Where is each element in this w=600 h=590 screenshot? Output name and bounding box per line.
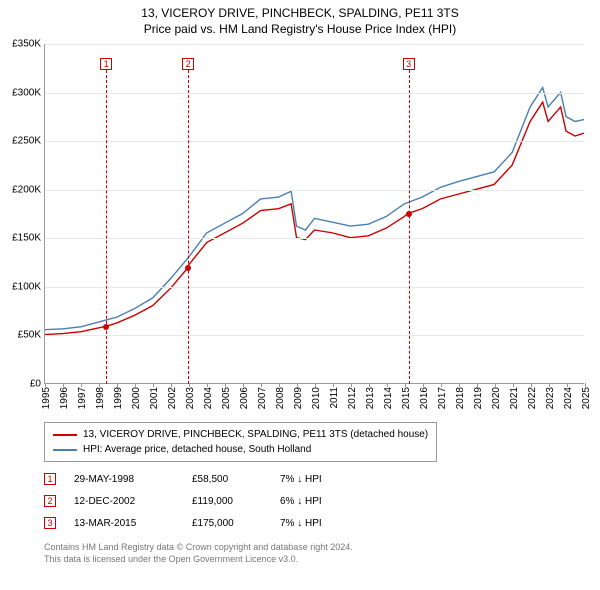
sales-row: 3 13-MAR-2015 £175,000 7% ↓ HPI [44, 512, 370, 534]
x-axis-label: 2000 [131, 387, 142, 409]
sales-row: 1 29-MAY-1998 £58,500 7% ↓ HPI [44, 468, 370, 490]
chart-plot-area: £0£50K£100K£150K£200K£250K£300K£350K1995… [44, 44, 584, 384]
marker-line [409, 70, 410, 384]
marker-dot [185, 265, 191, 271]
chart-title: 13, VICEROY DRIVE, PINCHBECK, SPALDING, … [0, 0, 600, 37]
legend-row-property: 13, VICEROY DRIVE, PINCHBECK, SPALDING, … [53, 427, 428, 442]
sales-diff: 6% ↓ HPI [280, 496, 370, 507]
sales-date: 12-DEC-2002 [74, 496, 174, 507]
marker-line [106, 70, 107, 384]
gridline-h [45, 44, 584, 45]
sales-num: 3 [44, 517, 56, 529]
chart-legend: 13, VICEROY DRIVE, PINCHBECK, SPALDING, … [44, 422, 437, 462]
sales-diff: 7% ↓ HPI [280, 474, 370, 485]
chart-lines-svg [45, 44, 584, 383]
sales-table: 1 29-MAY-1998 £58,500 7% ↓ HPI 2 12-DEC-2002 £… [44, 468, 370, 534]
x-axis-label: 2013 [365, 387, 376, 409]
sales-diff: 7% ↓ HPI [280, 518, 370, 529]
x-axis-label: 2007 [257, 387, 268, 409]
x-axis-label: 2014 [383, 387, 394, 409]
x-axis-label: 2020 [491, 387, 502, 409]
marker-box: 1 [100, 58, 112, 70]
x-axis-label: 2024 [563, 387, 574, 409]
legend-swatch-hpi [53, 449, 77, 451]
y-axis-label: £0 [30, 379, 41, 390]
x-axis-label: 2002 [167, 387, 178, 409]
x-axis-label: 2009 [293, 387, 304, 409]
gridline-h [45, 93, 584, 94]
x-axis-label: 2021 [509, 387, 520, 409]
title-subtitle: Price paid vs. HM Land Registry's House … [0, 22, 600, 38]
sales-row: 2 12-DEC-2002 £119,000 6% ↓ HPI [44, 490, 370, 512]
x-axis-label: 2005 [221, 387, 232, 409]
y-axis-label: £150K [12, 233, 41, 244]
sales-date: 13-MAR-2015 [74, 518, 174, 529]
x-axis-label: 2023 [545, 387, 556, 409]
x-axis-label: 2012 [347, 387, 358, 409]
legend-row-hpi: HPI: Average price, detached house, Sout… [53, 442, 428, 457]
sales-num: 2 [44, 495, 56, 507]
series-line-hpi [45, 88, 584, 330]
legend-swatch-property [53, 434, 77, 436]
legend-label-property: 13, VICEROY DRIVE, PINCHBECK, SPALDING, … [83, 427, 428, 442]
x-axis-label: 2008 [275, 387, 286, 409]
chart-footer: Contains HM Land Registry data © Crown c… [44, 542, 353, 565]
marker-dot [103, 324, 109, 330]
x-axis-label: 2006 [239, 387, 250, 409]
x-axis-label: 1996 [59, 387, 70, 409]
x-axis-label: 2015 [401, 387, 412, 409]
y-axis-label: £200K [12, 184, 41, 195]
marker-box: 3 [403, 58, 415, 70]
x-axis-label: 2022 [527, 387, 538, 409]
y-axis-label: £250K [12, 136, 41, 147]
marker-box: 2 [182, 58, 194, 70]
x-axis-label: 2019 [473, 387, 484, 409]
x-axis-label: 2001 [149, 387, 160, 409]
y-axis-label: £300K [12, 87, 41, 98]
y-axis-label: £50K [18, 330, 41, 341]
x-axis-label: 1998 [95, 387, 106, 409]
sales-date: 29-MAY-1998 [74, 474, 174, 485]
y-axis-label: £100K [12, 281, 41, 292]
gridline-h [45, 287, 584, 288]
x-axis-label: 2003 [185, 387, 196, 409]
title-address: 13, VICEROY DRIVE, PINCHBECK, SPALDING, … [0, 6, 600, 22]
footer-licence: This data is licensed under the Open Gov… [44, 554, 353, 566]
footer-copyright: Contains HM Land Registry data © Crown c… [44, 542, 353, 554]
legend-label-hpi: HPI: Average price, detached house, Sout… [83, 442, 311, 457]
y-axis-label: £350K [12, 39, 41, 50]
sales-price: £119,000 [192, 496, 262, 507]
gridline-h [45, 141, 584, 142]
x-axis-label: 1999 [113, 387, 124, 409]
x-axis-label: 2004 [203, 387, 214, 409]
x-axis-label: 1997 [77, 387, 88, 409]
chart-container: 13, VICEROY DRIVE, PINCHBECK, SPALDING, … [0, 0, 600, 590]
x-axis-label: 2017 [437, 387, 448, 409]
x-axis-label: 2011 [329, 387, 340, 409]
gridline-h [45, 335, 584, 336]
sales-num: 1 [44, 473, 56, 485]
sales-price: £175,000 [192, 518, 262, 529]
gridline-h [45, 238, 584, 239]
x-axis-label: 2018 [455, 387, 466, 409]
x-axis-label: 2010 [311, 387, 322, 409]
sales-price: £58,500 [192, 474, 262, 485]
x-axis-label: 1995 [41, 387, 52, 409]
gridline-h [45, 190, 584, 191]
marker-dot [406, 211, 412, 217]
marker-line [188, 70, 189, 384]
x-axis-label: 2016 [419, 387, 430, 409]
x-axis-label: 2025 [581, 387, 592, 409]
